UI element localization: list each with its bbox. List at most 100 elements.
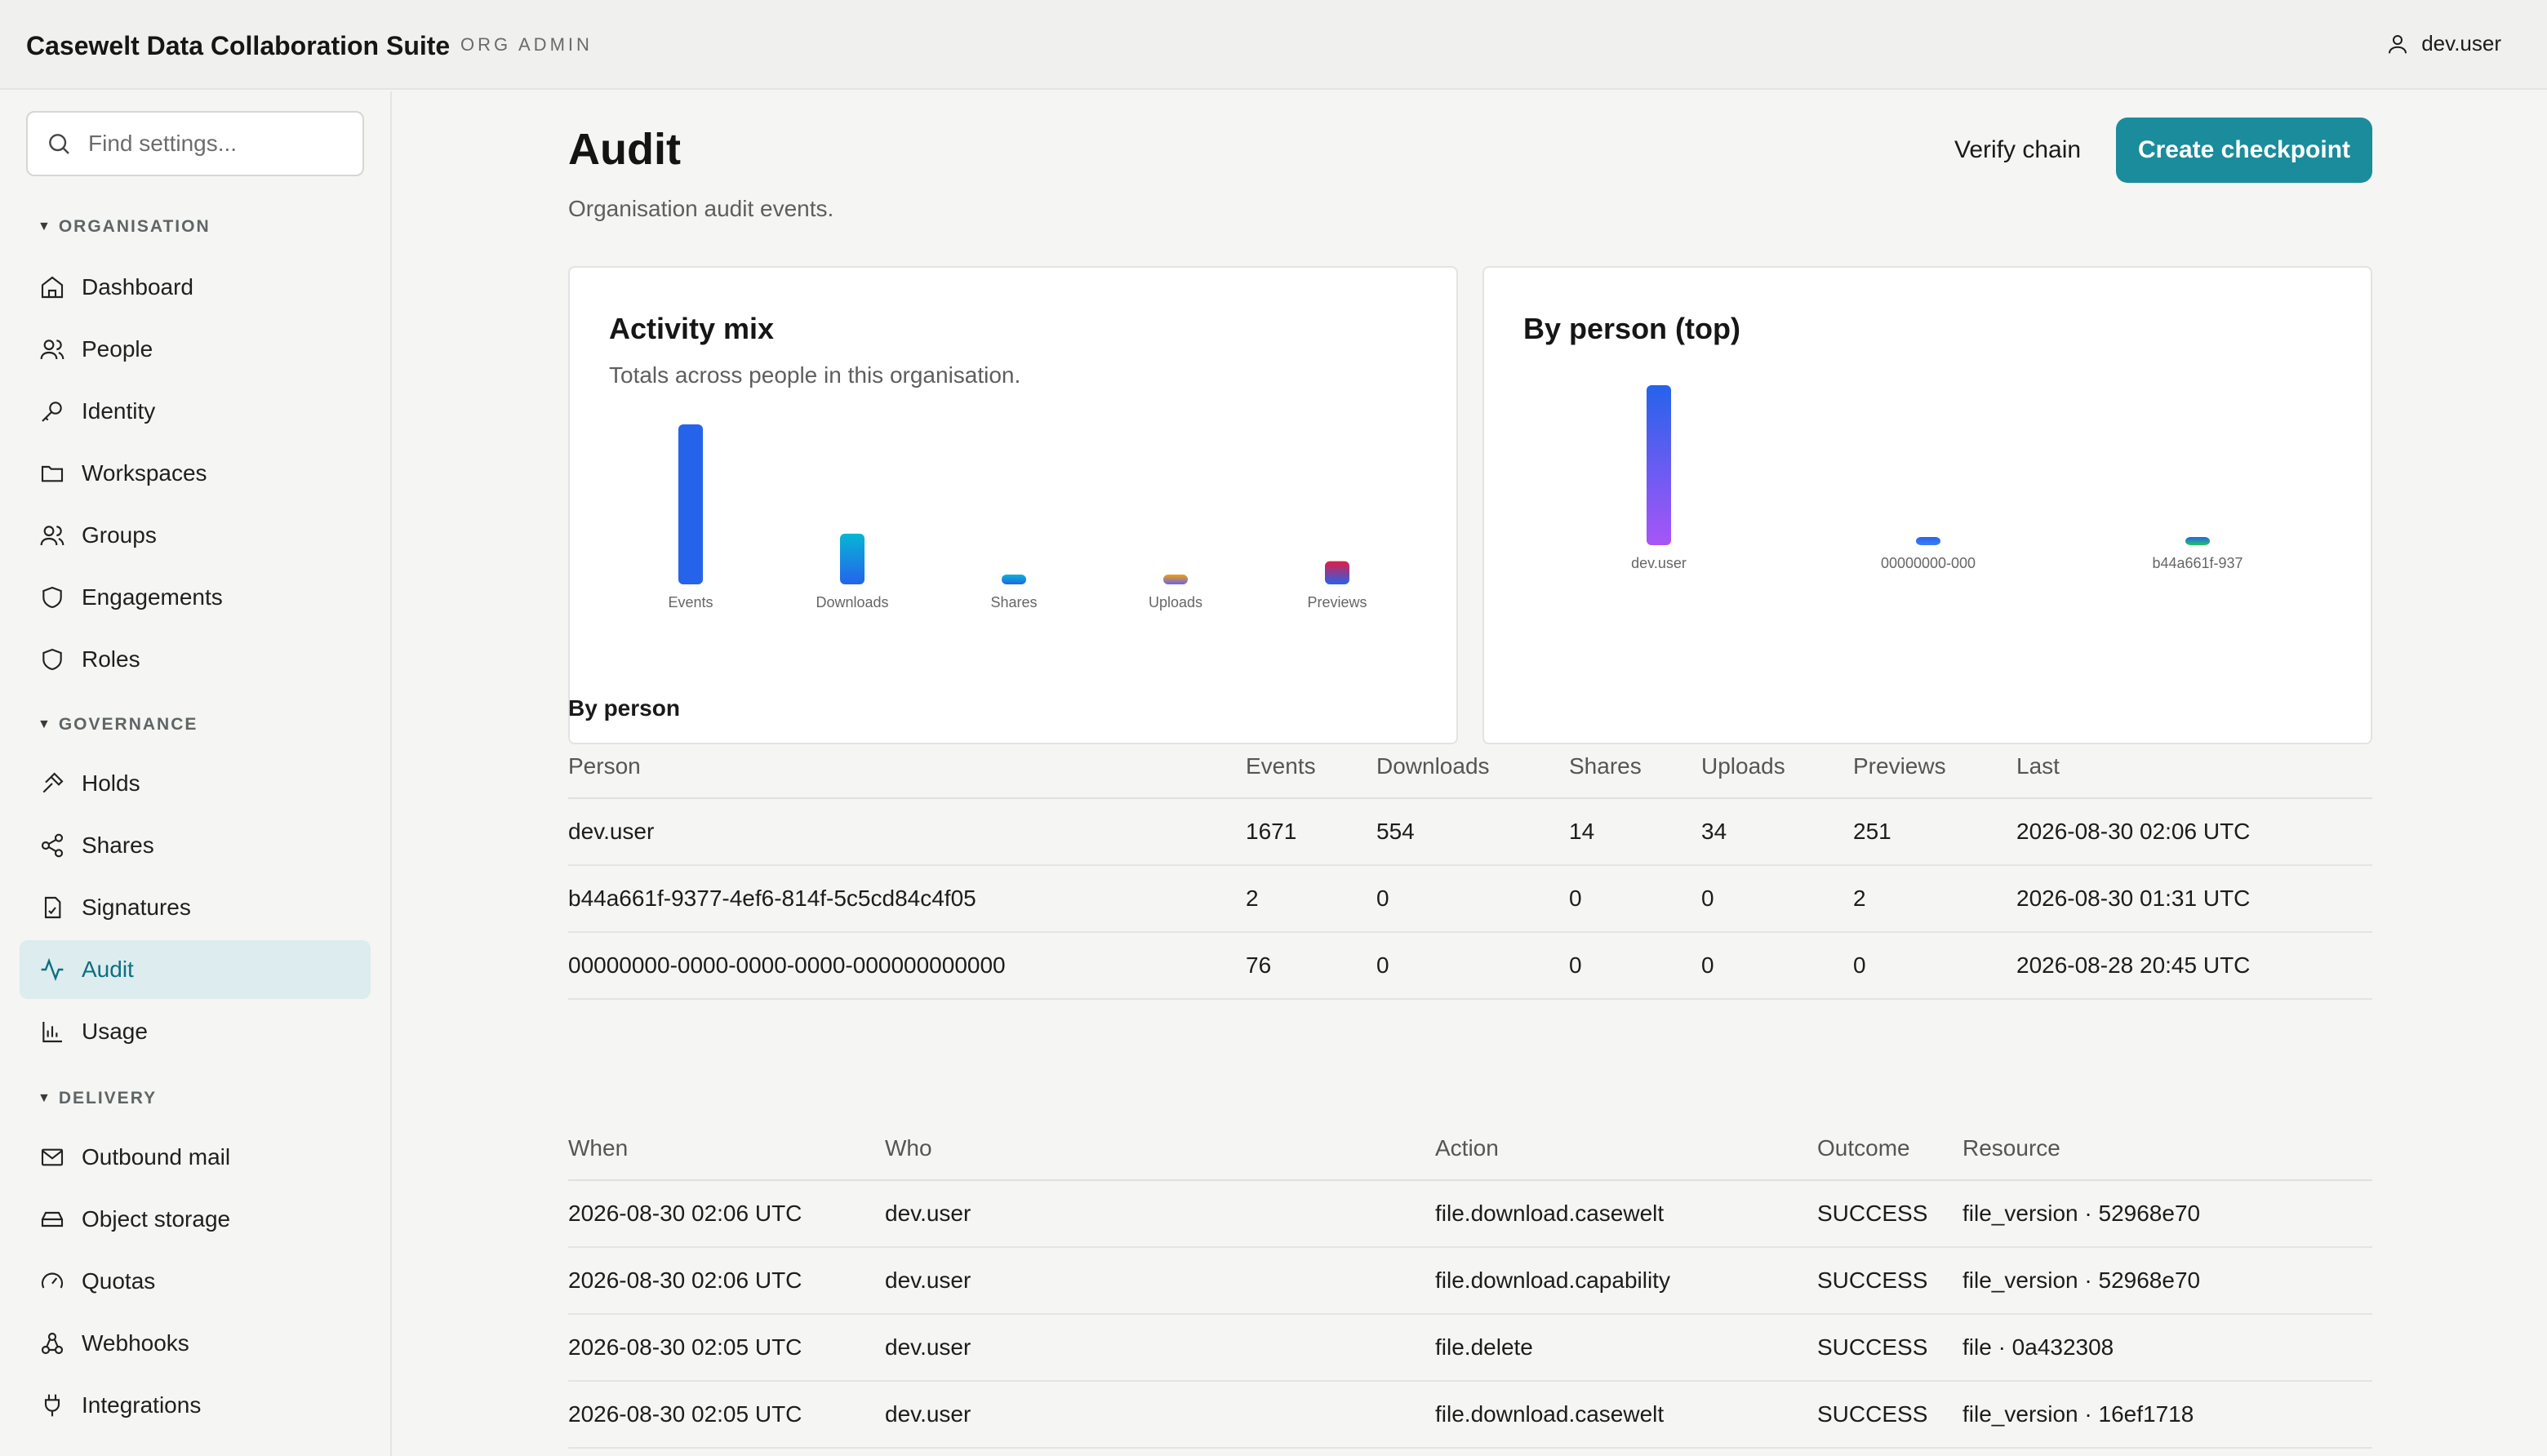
- sidebar-item-shares[interactable]: Shares: [20, 816, 371, 875]
- table-cell: 2026-08-30 02:06 UTC: [568, 1180, 885, 1248]
- table-cell: 2026-08-28 20:45 UTC: [2016, 932, 2372, 1000]
- section-delivery[interactable]: ▼ DELIVERY: [38, 1089, 158, 1108]
- sidebar-item-roles[interactable]: Roles: [20, 630, 371, 689]
- chart-tick-label: Uploads: [1149, 594, 1202, 610]
- chart-bar[interactable]: [1163, 575, 1188, 584]
- table-row[interactable]: 2026-08-30 02:05 UTCdev.userfile.downloa…: [568, 1448, 2372, 1456]
- column-header[interactable]: When: [568, 1116, 885, 1181]
- events-table-header-row: When Who Action Outcome Resource: [568, 1116, 2372, 1181]
- sidebar-item-webhooks[interactable]: Webhooks: [20, 1314, 371, 1373]
- column-header[interactable]: Who: [885, 1116, 1435, 1181]
- sidebar-item-identity[interactable]: Identity: [20, 382, 371, 441]
- table-row[interactable]: b44a661f-9377-4ef6-814f-5c5cd84c4f05 2 0 0 0…: [568, 865, 2372, 933]
- sidebar-item-holds[interactable]: Holds: [20, 754, 371, 813]
- column-header[interactable]: Events: [1246, 735, 1376, 799]
- column-header[interactable]: Shares: [1569, 735, 1701, 799]
- column-header[interactable]: Resource: [1962, 1116, 2372, 1181]
- chart-tick-label: Events: [668, 594, 713, 610]
- table-cell: b44a661f-9377-4ef6-814f-5c5cd84c4f05: [568, 865, 1246, 933]
- table-cell: 0: [1376, 932, 1569, 1000]
- table-row[interactable]: 00000000-0000-0000-0000-000000000000 76 0 0…: [568, 932, 2372, 1000]
- plug-icon: [44, 1394, 60, 1417]
- by-person-chart: dev.user 00000000-000 b44a661f-937: [1631, 385, 2243, 571]
- chart-bar[interactable]: [1916, 537, 1940, 545]
- key-icon: [42, 402, 62, 422]
- app-title: Casewelt Data Collaboration Suite: [26, 31, 451, 60]
- webhook-icon: [41, 1332, 64, 1355]
- column-header[interactable]: Outcome: [1817, 1116, 1962, 1181]
- user-menu[interactable]: dev.user: [2385, 31, 2501, 56]
- column-header[interactable]: Previews: [1853, 735, 2016, 799]
- table-row[interactable]: dev.user 1671 554 14 34 251 2026-08-30 02:06 U…: [568, 798, 2372, 866]
- table-cell: 251: [1853, 798, 2016, 866]
- table-cell: dev.user: [568, 798, 1246, 866]
- chart-bar[interactable]: [1647, 385, 1671, 545]
- home-icon: [41, 276, 64, 299]
- table-cell: file_version · 16ef1718: [1962, 1448, 2372, 1456]
- folder-icon: [41, 465, 64, 482]
- table-cell: SUCCESS: [1817, 1448, 1962, 1456]
- sidebar-item-workspaces[interactable]: Workspaces: [20, 444, 371, 503]
- create-checkpoint-button[interactable]: Create checkpoint: [2116, 118, 2372, 183]
- table-cell: 1671: [1246, 798, 1376, 866]
- table-cell: 0: [1701, 932, 1853, 1000]
- table-row[interactable]: 2026-08-30 02:05 UTC dev.user file.delete S…: [568, 1314, 2372, 1382]
- table-cell: dev.user: [885, 1448, 1435, 1456]
- sidebar-item-people[interactable]: People: [20, 320, 371, 379]
- table-cell: 2026-08-30 02:06 UTC: [568, 1247, 885, 1315]
- sidebar-item-outbound-mail[interactable]: Outbound mail: [20, 1128, 371, 1187]
- table-cell: 00000000-0000-0000-0000-000000000000: [568, 932, 1246, 1000]
- table-cell: file.download.capability: [1435, 1247, 1817, 1315]
- by-person-card: By person (top) dev.user 00000000-000 b44a…: [1482, 266, 2372, 744]
- column-header[interactable]: Uploads: [1701, 735, 1853, 799]
- chart-bar[interactable]: [1002, 575, 1026, 584]
- search-input[interactable]: [88, 131, 349, 157]
- chart-bar[interactable]: [1325, 561, 1349, 584]
- collapse-triangle-icon: ▼: [38, 220, 52, 233]
- events-table: When Who Action Outcome Resource 2026-08-30 0…: [568, 1116, 2372, 1456]
- table-cell: dev.user: [885, 1314, 1435, 1382]
- table-cell: 2026-08-30 01:31 UTC: [2016, 865, 2372, 933]
- column-header[interactable]: Action: [1435, 1116, 1817, 1181]
- sidebar-item-integrations[interactable]: Integrations: [20, 1376, 371, 1435]
- column-header[interactable]: Downloads: [1376, 735, 1569, 799]
- chart-bar[interactable]: [678, 424, 703, 584]
- sidebar-item-audit[interactable]: Audit: [20, 940, 371, 999]
- table-row[interactable]: 2026-08-30 02:06 UTC dev.user file.downloa…: [568, 1180, 2372, 1248]
- collapse-triangle-icon: ▼: [38, 1091, 52, 1105]
- sidebar-item-groups[interactable]: Groups: [20, 506, 371, 565]
- chart-bar[interactable]: [840, 533, 865, 584]
- table-cell: file.download.capability: [1435, 1448, 1817, 1456]
- by-person-heading: By person: [568, 695, 680, 721]
- column-header[interactable]: Person: [568, 735, 1246, 799]
- sidebar-item-signatures[interactable]: Signatures: [20, 878, 371, 937]
- sidebar-item-dashboard[interactable]: Dashboard: [20, 258, 371, 317]
- table-cell: SUCCESS: [1817, 1180, 1962, 1248]
- groups-icon: [40, 526, 64, 546]
- sidebar-item-usage[interactable]: Usage: [20, 1002, 371, 1061]
- verify-chain-button[interactable]: Verify chain: [1928, 118, 2107, 183]
- column-header[interactable]: Last: [2016, 735, 2372, 799]
- sidebar-item-object-storage[interactable]: Object storage: [20, 1190, 371, 1249]
- table-cell: 0: [1701, 865, 1853, 933]
- table-cell: file_version · 52968e70: [1962, 1180, 2372, 1248]
- activity-icon: [41, 957, 64, 982]
- table-row[interactable]: 2026-08-30 02:06 UTC dev.user file.downloa…: [568, 1247, 2372, 1315]
- sidebar-item-quotas[interactable]: Quotas: [20, 1252, 371, 1311]
- table-cell: 2: [1246, 865, 1376, 933]
- table-cell: file · 0a432308: [1962, 1314, 2372, 1382]
- sidebar-item-engagements[interactable]: Engagements: [20, 568, 371, 627]
- table-cell: 2026-08-30 02:05 UTC: [568, 1381, 885, 1449]
- settings-search[interactable]: [26, 111, 364, 176]
- shield-icon: [42, 586, 62, 609]
- chart-bar[interactable]: [2185, 537, 2210, 545]
- table-cell: 0: [1569, 865, 1701, 933]
- table-cell: file_version · 52968e70: [1962, 1247, 2372, 1315]
- person-table: Person Events Downloads Shares Uploads Previe…: [568, 735, 2372, 1000]
- section-governance[interactable]: ▼ GOVERNANCE: [38, 715, 198, 734]
- section-organisation[interactable]: ▼ ORGANISATION: [38, 217, 211, 236]
- top-bar: Casewelt Data Collaboration Suite ORG AD…: [0, 0, 2547, 90]
- table-cell: dev.user: [885, 1381, 1435, 1449]
- table-cell: SUCCESS: [1817, 1314, 1962, 1382]
